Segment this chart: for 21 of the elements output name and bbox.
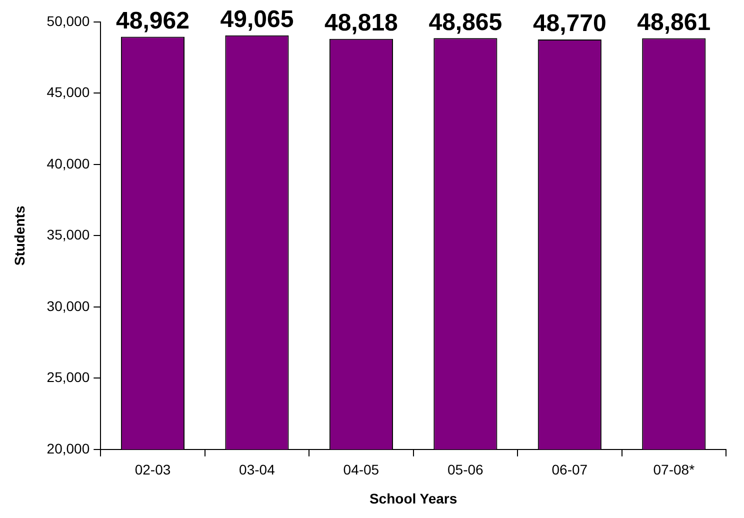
x-tick-label: 04-05	[343, 462, 380, 478]
y-axis-title: Students	[11, 206, 28, 266]
x-tick-label: 06-07	[552, 462, 588, 478]
data-label: 49,065	[220, 6, 294, 33]
x-tick-label: 05-06	[448, 462, 484, 478]
data-label: 48,818	[324, 9, 398, 36]
data-label: 48,865	[428, 8, 502, 36]
data-label: 48,962	[116, 7, 190, 34]
x-tick-label: 03-04	[239, 462, 276, 478]
data-label: 48,861	[637, 8, 711, 36]
x-axis-title: School Years	[369, 490, 458, 506]
y-tick-label: 50,000	[46, 12, 90, 29]
x-tick-label: 02-03	[134, 462, 171, 478]
data-label: 48,770	[532, 10, 606, 38]
y-tick-label: 40,000	[46, 155, 90, 172]
y-tick-label: 35,000	[46, 226, 90, 243]
y-tick-label: 45,000	[46, 84, 90, 100]
y-tick-label: 20,000	[46, 440, 90, 456]
x-tick-label: 07-08*	[653, 462, 696, 478]
y-tick-label: 30,000	[46, 298, 90, 314]
y-tick-label: 25,000	[46, 369, 90, 386]
